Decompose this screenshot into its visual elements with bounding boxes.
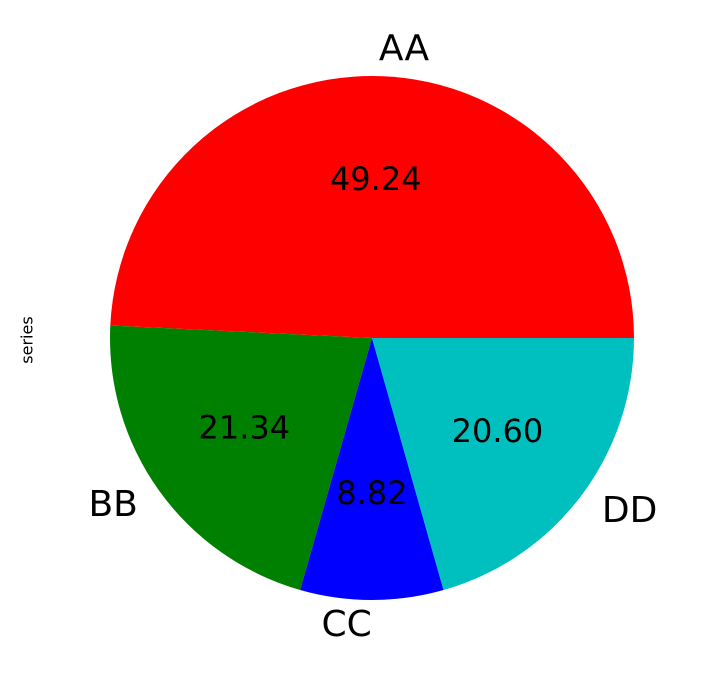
slice-label: CC	[322, 604, 372, 645]
y-axis-label: series	[18, 316, 37, 363]
slice-label: BB	[88, 484, 137, 525]
pie-slice	[110, 325, 372, 590]
slice-label: AA	[379, 28, 430, 69]
value-label: 49.24	[330, 160, 422, 198]
pie-slice	[300, 338, 444, 600]
value-label: 21.34	[198, 409, 290, 447]
value-label: 20.60	[452, 412, 544, 450]
pie-slice	[372, 338, 634, 591]
value-label: 8.82	[336, 474, 407, 512]
pie-slice	[110, 76, 635, 338]
slice-label: DD	[602, 490, 657, 531]
